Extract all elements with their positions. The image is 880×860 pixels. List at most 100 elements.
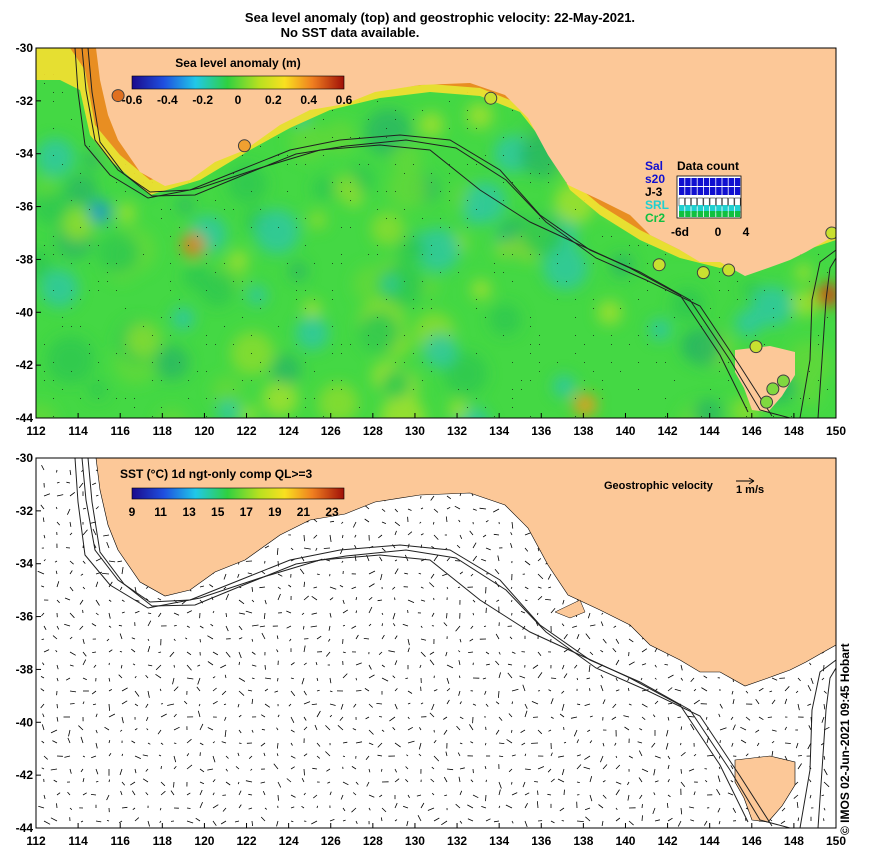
velocity-arrow [238,690,245,696]
anomaly-patch [176,196,194,214]
anomaly-patch [263,419,279,435]
anomaly-patch [227,163,268,204]
velocity-arrow [432,521,435,525]
velocity-arrow [102,573,110,575]
velocity-arrow [80,768,84,773]
velocity-arrow [459,767,465,770]
anomaly-patch [199,271,236,307]
velocity-dot [215,245,216,246]
velocity-dot [719,398,720,399]
velocity-arrow [511,521,514,529]
lon-tick-label: 136 [531,834,551,848]
velocity-arrow [510,586,513,589]
sst-colorbar-tick: 11 [154,505,167,519]
velocity-arrow [56,469,58,473]
velocity-arrow [481,806,487,809]
velocity-arrow [718,820,721,825]
velocity-arrow [108,599,112,602]
data-count-bar [697,205,703,213]
velocity-dot [368,164,369,165]
data-count-xtick: 4 [743,225,750,239]
velocity-arrow [69,703,75,705]
velocity-arrow [342,534,344,539]
velocity-arrow [199,768,205,773]
anomaly-patch [333,174,360,201]
velocity-arrow [368,664,372,670]
velocity-arrow [145,768,149,772]
velocity-arrow [67,791,71,796]
velocity-scale-legend: Geostrophic velocity 1 m/s [604,477,764,496]
velocity-arrow [290,716,295,723]
velocity-dot [638,389,639,390]
velocity-arrow [37,570,45,575]
velocity-arrow [351,625,357,629]
velocity-arrow [511,651,516,654]
velocity-arrow [807,685,812,692]
velocity-dot [71,308,72,309]
lon-tick-label: 132 [447,834,467,848]
velocity-arrow [627,781,630,786]
velocity-dot [341,353,342,354]
velocity-arrow [458,519,461,523]
lat-tick-label: -34 [16,557,34,571]
anomaly-patch [295,316,330,351]
velocity-arrow [251,664,257,667]
satellite-label: Cr2 [645,211,665,225]
velocity-arrow [142,754,149,757]
velocity-dot [206,344,207,345]
velocity-arrow [368,583,375,588]
velocity-dot [377,344,378,345]
velocity-arrow [381,623,383,627]
velocity-arrow [303,690,307,696]
velocity-dot [143,254,144,255]
velocity-dot [449,101,450,102]
velocity-arrow [108,739,111,744]
anomaly-patch [312,176,337,201]
velocity-dot [503,335,504,336]
velocity-arrow [583,766,591,770]
velocity-arrow [41,612,45,617]
velocity-dot [503,200,504,201]
velocity-arrow [627,687,630,692]
velocity-dot [620,254,621,255]
velocity-arrow [652,714,656,718]
velocity-arrow [797,755,802,757]
velocity-arrow [745,716,751,721]
velocity-arrow [520,611,526,614]
velocity-arrow [91,755,97,759]
velocity-arrow [550,677,557,679]
velocity-dot [44,83,45,84]
velocity-arrow [407,599,415,603]
velocity-dot [62,389,63,390]
velocity-dot [476,164,477,165]
velocity-arrow [377,742,383,748]
velocity-arrow [433,534,439,540]
axis-tick-labels: 1121121141141161161181181201201221221241… [16,41,847,848]
velocity-arrow [651,742,656,748]
velocity-arrow [69,612,75,619]
velocity-arrow [134,768,137,774]
velocity-arrow [485,547,491,551]
lat-tick-label: -44 [16,411,34,425]
velocity-arrow [472,508,477,511]
velocity-arrow [459,742,463,745]
velocity-arrow [628,755,633,759]
velocity-dot [251,191,252,192]
velocity-arrow [493,820,500,823]
velocity-arrow [224,674,227,679]
velocity-dot [62,326,63,327]
velocity-arrow [251,586,253,592]
anomaly-patch [378,262,424,308]
velocity-dot [71,326,72,327]
velocity-arrow [589,775,593,783]
velocity-dot [269,371,270,372]
velocity-arrow [173,755,177,763]
velocity-dot [530,182,531,183]
velocity-dot [188,326,189,327]
velocity-arrow [339,716,344,721]
velocity-dot [98,245,99,246]
velocity-arrow [106,541,110,549]
velocity-arrow [445,751,448,757]
velocity-arrow [118,674,123,679]
velocity-arrow [207,727,214,731]
